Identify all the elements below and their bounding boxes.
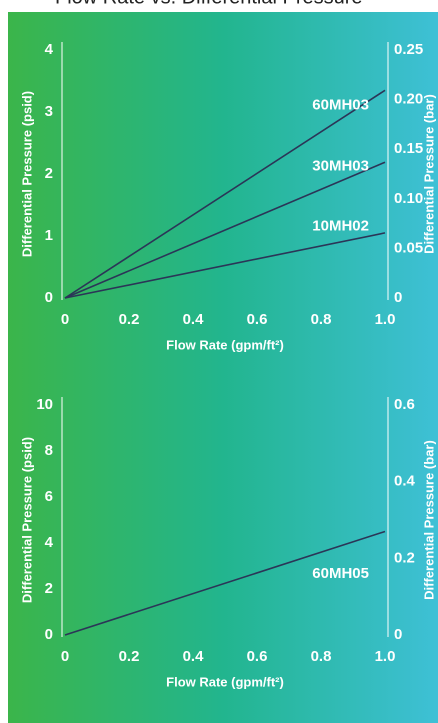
series-line — [64, 232, 386, 299]
x-tick-label: 0.6 — [247, 311, 268, 328]
y2-tick-label: 0.2 — [394, 549, 415, 566]
y-tick-label: 3 — [45, 103, 53, 120]
series-label: 60MH03 — [312, 96, 369, 113]
y2-tick-label: 0.25 — [394, 41, 423, 58]
x-tick-label: 0.4 — [183, 311, 205, 328]
y2-axis-title: Differential Pressure (bar) — [421, 440, 436, 600]
series-label: 60MH05 — [312, 565, 369, 582]
series-label: 30MH03 — [312, 158, 369, 175]
y-tick-label: 8 — [45, 442, 53, 459]
panel-background — [8, 12, 438, 723]
x-tick-label: 0 — [61, 311, 69, 328]
page-title: Flow Rate vs. Differential Pressure — [55, 0, 363, 8]
y2-tick-label: 0.15 — [394, 140, 423, 157]
y-tick-label: 2 — [45, 165, 53, 182]
x-tick-label: 0.4 — [183, 648, 205, 665]
y2-axis-title: Differential Pressure (bar) — [421, 94, 436, 254]
x-axis-title: Flow Rate (gpm/ft²) — [166, 337, 284, 352]
y-axis-title: Differential Pressure (psid) — [19, 437, 34, 603]
y-tick-label: 2 — [45, 580, 53, 597]
y-tick-label: 1 — [45, 227, 53, 244]
x-tick-label: 1.0 — [375, 648, 396, 665]
series-label: 10MH02 — [312, 218, 369, 235]
y2-tick-label: 0.20 — [394, 91, 423, 108]
y2-tick-label: 0 — [394, 289, 402, 306]
x-tick-label: 0.2 — [119, 311, 140, 328]
y2-tick-label: 0.4 — [394, 473, 416, 490]
y-tick-label: 6 — [45, 488, 53, 505]
x-tick-label: 0.8 — [311, 311, 332, 328]
y2-tick-label: 0.05 — [394, 239, 423, 256]
x-tick-label: 1.0 — [375, 311, 396, 328]
series-line — [64, 89, 386, 299]
x-tick-label: 0 — [61, 648, 69, 665]
x-tick-label: 0.2 — [119, 648, 140, 665]
y-tick-label: 4 — [45, 41, 54, 58]
x-tick-label: 0.6 — [247, 648, 268, 665]
y2-tick-label: 0 — [394, 626, 402, 643]
y-axis-title: Differential Pressure (psid) — [19, 91, 34, 257]
y-tick-label: 0 — [45, 289, 53, 306]
series-line — [64, 161, 386, 299]
y-tick-label: 10 — [36, 396, 53, 413]
x-axis-title: Flow Rate (gpm/ft²) — [166, 674, 284, 689]
y-tick-label: 0 — [45, 626, 53, 643]
x-tick-label: 0.8 — [311, 648, 332, 665]
y2-tick-label: 0.6 — [394, 396, 415, 413]
y2-tick-label: 0.10 — [394, 190, 423, 207]
y-tick-label: 4 — [45, 534, 54, 551]
series-line — [64, 530, 386, 636]
